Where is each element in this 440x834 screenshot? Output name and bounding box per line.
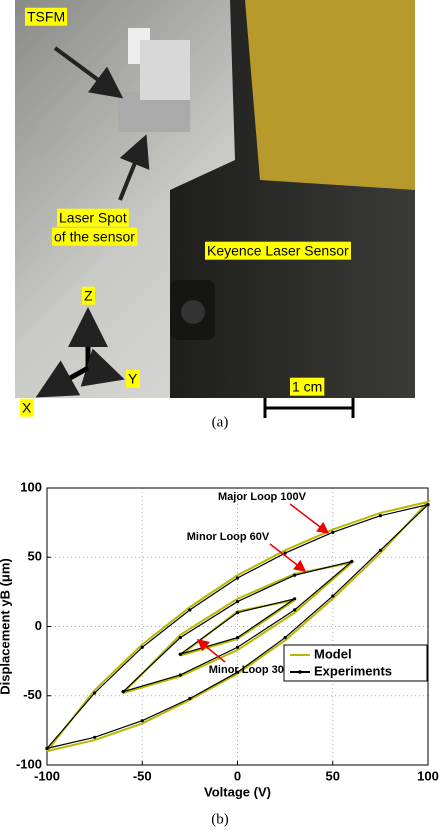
data-point [236,636,239,639]
data-point [293,608,296,611]
data-point [293,574,296,577]
data-point [93,691,96,694]
data-point [236,611,239,614]
data-point [141,646,144,649]
data-point [293,597,296,600]
label: of the sensor [54,229,135,245]
annotation: Minor Loop 60V [187,531,270,543]
x-tick-label: 0 [234,768,241,783]
label: Z [84,288,93,304]
data-point [379,514,382,517]
data-point [284,636,287,639]
data-point [236,646,239,649]
annotation: Minor Loop 30V [209,664,292,676]
data-point [379,549,382,552]
data-point [45,747,48,750]
legend-label: Experiments [314,663,392,678]
y-tick-label: -50 [23,687,42,702]
caption: (a) [212,414,229,430]
data-point [331,594,334,597]
x-tick-label: -100 [34,768,60,783]
data-point [122,690,125,693]
legend-label: Model [314,646,352,661]
y-tick-label: 100 [20,479,42,494]
x-tick-label: 100 [417,768,439,783]
data-point [179,636,182,639]
label: 1 cm [292,379,322,395]
label: Keyence Laser Sensor [207,243,349,259]
data-point [93,736,96,739]
label: TSFM [27,9,65,25]
label: Y [128,371,138,387]
data-point [141,719,144,722]
data-point [179,673,182,676]
x-axis-label: Voltage (V) [204,784,271,799]
caption: (b) [211,811,229,827]
annotation: Major Loop 100V [218,491,307,503]
plot-area [47,488,428,765]
data-point [179,653,182,656]
data-point [188,697,191,700]
y-tick-label: 50 [28,549,42,564]
label: Laser Spot [59,210,127,226]
x-tick-label: 50 [326,768,340,783]
label: X [22,400,32,416]
figure: TSFM Laser Spot of the sensor Keyence La… [0,0,440,834]
data-point [350,560,353,563]
legend-marker [298,670,302,674]
x-tick-label: -50 [133,768,152,783]
y-tick-label: 0 [35,618,42,633]
data-point [426,503,429,506]
y-axis-label: Displacement yB (μm) [0,558,12,695]
data-point [331,531,334,534]
data-point [236,576,239,579]
data-point [236,600,239,603]
data-point [188,608,191,611]
